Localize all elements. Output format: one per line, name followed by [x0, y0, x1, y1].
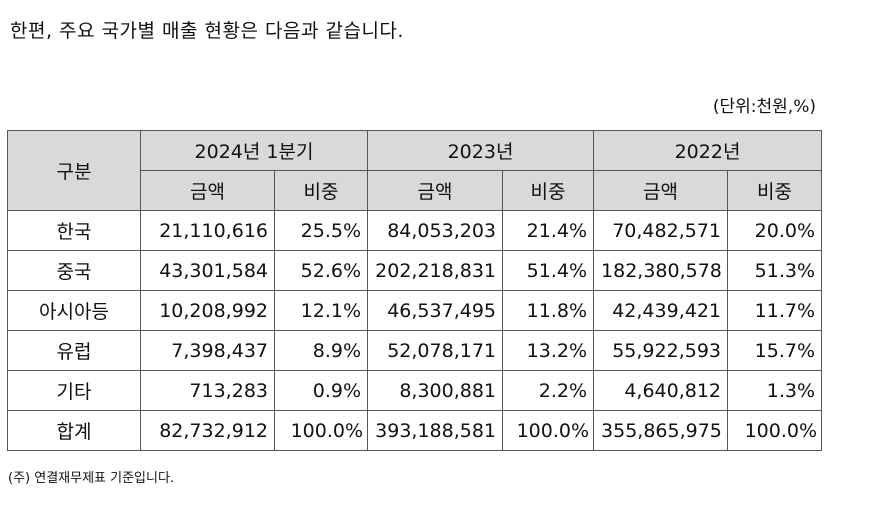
footnote: (주) 연결재무제표 기준입니다. [8, 471, 175, 486]
row-label: 아시아등 [7, 290, 141, 331]
share-cell: 20.0% [727, 210, 823, 251]
amount-cell: 70,482,571 [593, 210, 729, 251]
amount-header: 금액 [367, 170, 504, 211]
share-cell: 2.2% [502, 370, 595, 411]
amount-cell: 42,439,421 [593, 290, 729, 331]
row-label: 합계 [7, 410, 141, 451]
unit-label: (단위:천원,%) [712, 97, 816, 117]
amount-cell: 355,865,975 [593, 410, 729, 451]
share-cell: 11.8% [502, 290, 595, 331]
share-cell: 100.0% [273, 410, 369, 451]
share-cell: 12.1% [273, 290, 369, 331]
metric-header-row: 금액 비중 금액 비중 금액 비중 [8, 170, 823, 211]
amount-cell: 7,398,437 [140, 330, 275, 371]
share-cell: 52.6% [273, 250, 369, 291]
share-cell: 51.3% [727, 250, 823, 291]
table-row: 기타 713,283 0.9% 8,300,881 2.2% 4,640,812… [7, 370, 823, 411]
share-header: 비중 [727, 170, 823, 211]
amount-cell: 4,640,812 [593, 370, 729, 411]
table-row: 중국 43,301,584 52.6% 202,218,831 51.4% 18… [7, 250, 823, 291]
table-row: 아시아등 10,208,992 12.1% 46,537,495 11.8% 4… [7, 290, 823, 331]
period-header: 2022년 [593, 130, 823, 171]
amount-cell: 82,732,912 [140, 410, 275, 451]
total-row: 합계 82,732,912 100.0% 393,188,581 100.0% … [7, 410, 823, 451]
amount-cell: 46,537,495 [367, 290, 504, 331]
amount-cell: 43,301,584 [140, 250, 275, 291]
table-row: 유럽 7,398,437 8.9% 52,078,171 13.2% 55,92… [7, 330, 823, 371]
share-header: 비중 [502, 170, 595, 211]
amount-cell: 182,380,578 [593, 250, 729, 291]
amount-cell: 84,053,203 [367, 210, 504, 251]
table-row: 한국 21,110,616 25.5% 84,053,203 21.4% 70,… [7, 210, 823, 251]
share-cell: 13.2% [502, 330, 595, 371]
amount-cell: 202,218,831 [367, 250, 504, 291]
amount-cell: 713,283 [140, 370, 275, 411]
share-cell: 100.0% [727, 410, 823, 451]
amount-header: 금액 [593, 170, 729, 211]
amount-header: 금액 [140, 170, 275, 211]
amount-cell: 10,208,992 [140, 290, 275, 331]
amount-cell: 393,188,581 [367, 410, 504, 451]
row-label: 유럽 [7, 330, 141, 371]
share-cell: 11.7% [727, 290, 823, 331]
sales-by-country-table: 구분 2024년 1분기 2023년 2022년 금액 비중 금액 비중 금액 … [7, 130, 823, 451]
share-cell: 8.9% [273, 330, 369, 371]
row-label: 한국 [7, 210, 141, 251]
corner-header: 구분 [7, 130, 141, 211]
row-label: 중국 [7, 250, 141, 291]
amount-cell: 52,078,171 [367, 330, 504, 371]
share-cell: 100.0% [502, 410, 595, 451]
share-cell: 15.7% [727, 330, 823, 371]
intro-text: 한편, 주요 국가별 매출 현황은 다음과 같습니다. [10, 20, 404, 42]
amount-cell: 21,110,616 [140, 210, 275, 251]
period-header: 2023년 [367, 130, 595, 171]
share-cell: 1.3% [727, 370, 823, 411]
row-label: 기타 [7, 370, 141, 411]
share-cell: 0.9% [273, 370, 369, 411]
period-header: 2024년 1분기 [139, 130, 369, 171]
share-header: 비중 [273, 170, 369, 211]
share-cell: 21.4% [502, 210, 595, 251]
share-cell: 25.5% [273, 210, 369, 251]
amount-cell: 8,300,881 [367, 370, 504, 411]
share-cell: 51.4% [502, 250, 595, 291]
period-header-row: 구분 2024년 1분기 2023년 2022년 [7, 130, 823, 211]
amount-cell: 55,922,593 [593, 330, 729, 371]
